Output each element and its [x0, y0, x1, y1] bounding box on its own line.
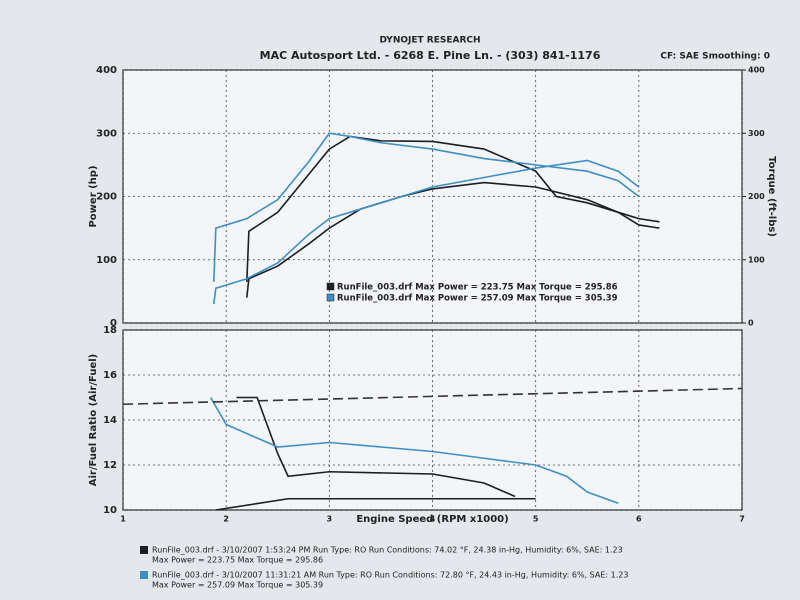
series-line	[209, 397, 619, 505]
y2-tick-label: 300	[748, 129, 765, 138]
x-axis-label: Engine Speed (RPM x1000)	[356, 514, 508, 525]
footer-run: RunFile_003.drf - 3/10/2007 11:31:21 AM …	[152, 571, 628, 580]
chart-title: MAC Autosport Ltd. - 6268 E. Pine Ln. - …	[260, 49, 601, 62]
legend-label: RunFile_003.drf Max Power = 223.75 Max T…	[337, 283, 618, 293]
y2-axis-label: Torque (ft-lbs)	[766, 156, 777, 237]
y-tick-label: 100	[96, 255, 117, 266]
footer-run: RunFile_003.drf - 3/10/2007 1:53:24 PM R…	[152, 546, 623, 555]
legend-swatch	[326, 293, 335, 302]
x-tick-label: 6	[636, 515, 642, 524]
series-line	[246, 181, 660, 298]
company: DYNOJET RESEARCH	[379, 36, 480, 46]
footer-swatch	[140, 571, 148, 579]
footer-max: Max Power = 257.09 Max Torque = 305.39	[152, 581, 323, 590]
x-tick-label: 5	[533, 515, 539, 524]
y2-tick-label: 0	[748, 319, 754, 328]
series-line	[215, 497, 536, 511]
y-axis-label: Power (hp)	[88, 165, 99, 227]
footer-max: Max Power = 223.75 Max Torque = 295.86	[152, 556, 323, 565]
settings: CF: SAE Smoothing: 0	[660, 52, 770, 62]
series-line	[236, 396, 516, 498]
y-tick-label: 400	[96, 65, 117, 76]
footer-swatch	[140, 546, 148, 554]
series-line	[212, 159, 640, 305]
y-tick-label: 16	[103, 370, 117, 381]
series-line	[246, 135, 660, 282]
x-tick-label: 4	[430, 515, 436, 524]
y2-tick-label: 200	[748, 192, 765, 201]
x-tick-label: 7	[739, 515, 745, 524]
x-tick-label: 3	[327, 515, 333, 524]
y2-tick-label: 400	[748, 66, 765, 75]
legend-label: RunFile_003.drf Max Power = 257.09 Max T…	[337, 294, 618, 304]
y-tick-label: 14	[103, 415, 117, 426]
y-tick-label: 12	[103, 460, 117, 471]
y-axis-label: Air/Fuel Ratio (Air/Fuel)	[88, 354, 99, 486]
x-tick-label: 2	[223, 515, 229, 524]
y-tick-label: 10	[103, 505, 117, 516]
y-tick-label: 200	[96, 192, 117, 203]
x-tick-label: 1	[120, 515, 126, 524]
y-tick-label: 300	[96, 128, 117, 139]
y-tick-label: 0	[110, 318, 117, 329]
y-tick-label: 18	[103, 325, 117, 336]
y2-tick-label: 100	[748, 255, 765, 264]
series-line	[122, 387, 743, 406]
legend-swatch	[326, 282, 335, 291]
series-line	[212, 132, 640, 282]
